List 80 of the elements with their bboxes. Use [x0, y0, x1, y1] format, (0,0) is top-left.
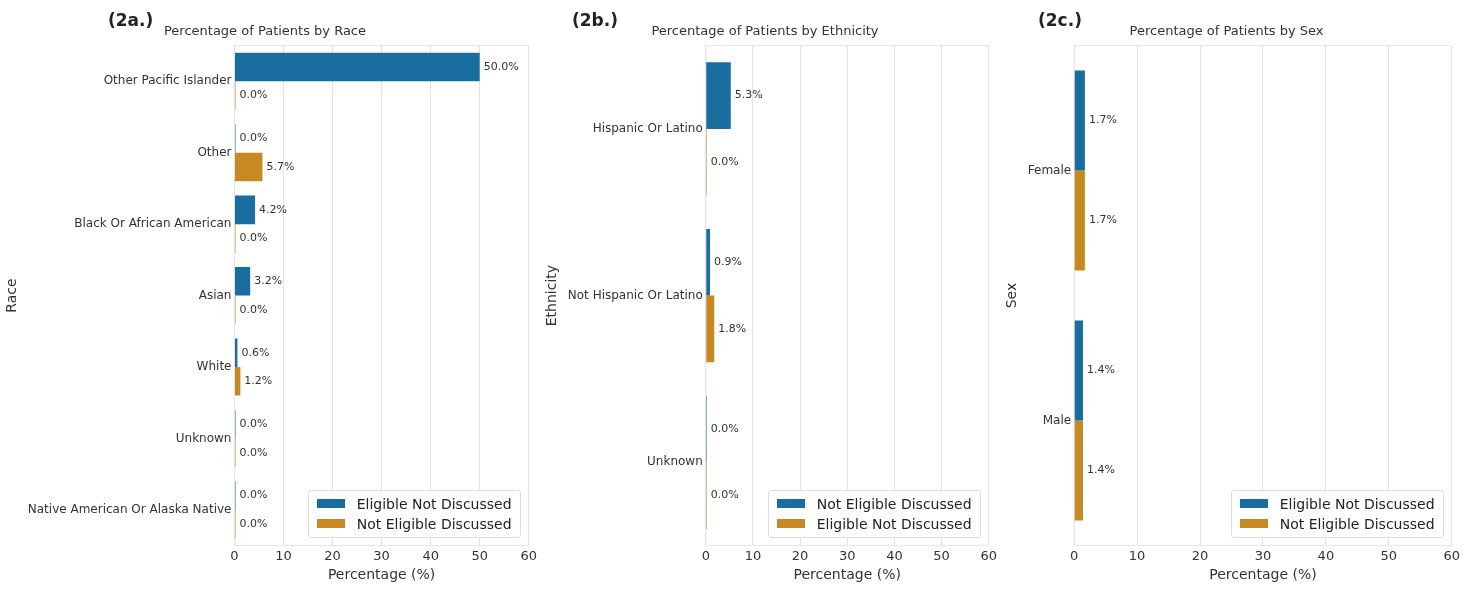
x-tick-label: 0	[701, 547, 710, 563]
text: (2b.)	[572, 10, 618, 30]
bar	[234, 267, 251, 296]
data-label: 0.0%	[239, 445, 268, 459]
x-tick-label: 10	[1128, 547, 1146, 563]
x-tick-label: 50	[933, 547, 950, 563]
x-tick-label: 60	[520, 547, 537, 563]
y-tick-label: White	[196, 359, 232, 374]
y-tick-label: Not Hispanic Or Latino	[567, 287, 703, 302]
data-label: 0.0%	[239, 417, 268, 431]
x-tick-label: 20	[1191, 547, 1209, 563]
data-label: 0.9%	[714, 255, 742, 269]
x-tick-label: 30	[373, 547, 390, 563]
x-tick-label: 0	[1070, 547, 1079, 563]
chart-title: Percentage of Patients by Ethnicity	[651, 23, 879, 39]
y-axis-title: Sex	[1003, 282, 1020, 309]
data-label: 1.7%	[1088, 113, 1117, 127]
x-tick-label: 60	[980, 547, 997, 563]
data-label: 4.2%	[259, 202, 288, 216]
y-tick-label: Female	[1027, 162, 1072, 177]
y-axis-title: Ethnicity	[543, 264, 560, 327]
x-tick-label: 50	[1380, 547, 1398, 563]
y-tick-label: Black Or African American	[74, 216, 232, 231]
data-label: 0.0%	[239, 488, 268, 502]
data-label: 0.0%	[239, 517, 268, 531]
x-axis-title: Percentage (%)	[1209, 566, 1317, 583]
legend-label: Not Eligible Discussed	[356, 515, 512, 532]
data-label: 3.2%	[254, 274, 283, 288]
y-tick-label: Other	[197, 144, 232, 159]
data-label: 0.0%	[239, 231, 268, 245]
data-label: 5.3%	[734, 88, 763, 102]
data-label: 1.8%	[718, 321, 747, 335]
x-tick-label: 20	[324, 547, 341, 563]
data-label: 0.6%	[241, 345, 270, 359]
data-label: 0.0%	[239, 88, 268, 102]
y-tick-label: Native American Or Alaska Native	[27, 502, 232, 517]
data-label: 5.7%	[266, 159, 295, 173]
x-tick-label: 0	[230, 547, 239, 563]
bar	[234, 195, 256, 225]
x-axis-title: Percentage (%)	[327, 566, 436, 583]
y-tick-label: Hispanic Or Latino	[592, 121, 703, 136]
legend-label: Eligible Not Discussed	[356, 495, 512, 512]
text: (2a.)	[108, 10, 154, 30]
y-tick-label: Asian	[198, 287, 232, 302]
y-tick-label: Male	[1042, 412, 1072, 427]
data-label: 0.0%	[239, 302, 268, 316]
legend-label: Eligible Not Discussed	[816, 515, 972, 532]
x-tick-label: 40	[422, 547, 439, 563]
x-tick-label: 30	[838, 547, 856, 563]
x-tick-label: 20	[791, 547, 809, 563]
legend-label: Not Eligible Discussed	[1279, 515, 1435, 532]
legend-label: Not Eligible Discussed	[816, 495, 972, 512]
data-label: 1.4%	[1087, 463, 1115, 477]
bar	[234, 152, 263, 182]
bar	[234, 52, 480, 82]
x-tick-label: 40	[1317, 547, 1335, 563]
data-label: 0.0%	[710, 421, 739, 435]
chart-title: Percentage of Patients by Race	[163, 23, 367, 39]
x-tick-label: 50	[471, 547, 488, 563]
y-tick-label: Other Pacific Islander	[103, 73, 232, 88]
x-tick-label: 40	[886, 547, 903, 563]
data-label: 1.2%	[244, 374, 273, 388]
y-tick-label: Unknown	[175, 430, 232, 445]
chart-title: Percentage of Patients by Sex	[1129, 23, 1324, 39]
y-tick-label: Unknown	[647, 454, 703, 469]
y-axis-title: Race	[3, 278, 20, 313]
bar	[234, 367, 241, 396]
data-label: 1.4%	[1087, 363, 1115, 377]
text: (2c.)	[1038, 10, 1082, 30]
data-label: 0.0%	[710, 155, 739, 169]
x-tick-label: 30	[1254, 547, 1272, 563]
data-label: 0.0%	[710, 488, 739, 502]
data-label: 0.0%	[239, 131, 268, 145]
x-tick-label: 10	[275, 547, 292, 563]
x-axis-title: Percentage (%)	[793, 566, 901, 583]
legend-label: Eligible Not Discussed	[1279, 495, 1435, 512]
x-tick-label: 10	[744, 547, 762, 563]
data-label: 1.7%	[1088, 213, 1117, 227]
x-tick-label: 60	[1443, 547, 1460, 563]
data-label: 50.0%	[483, 59, 519, 73]
